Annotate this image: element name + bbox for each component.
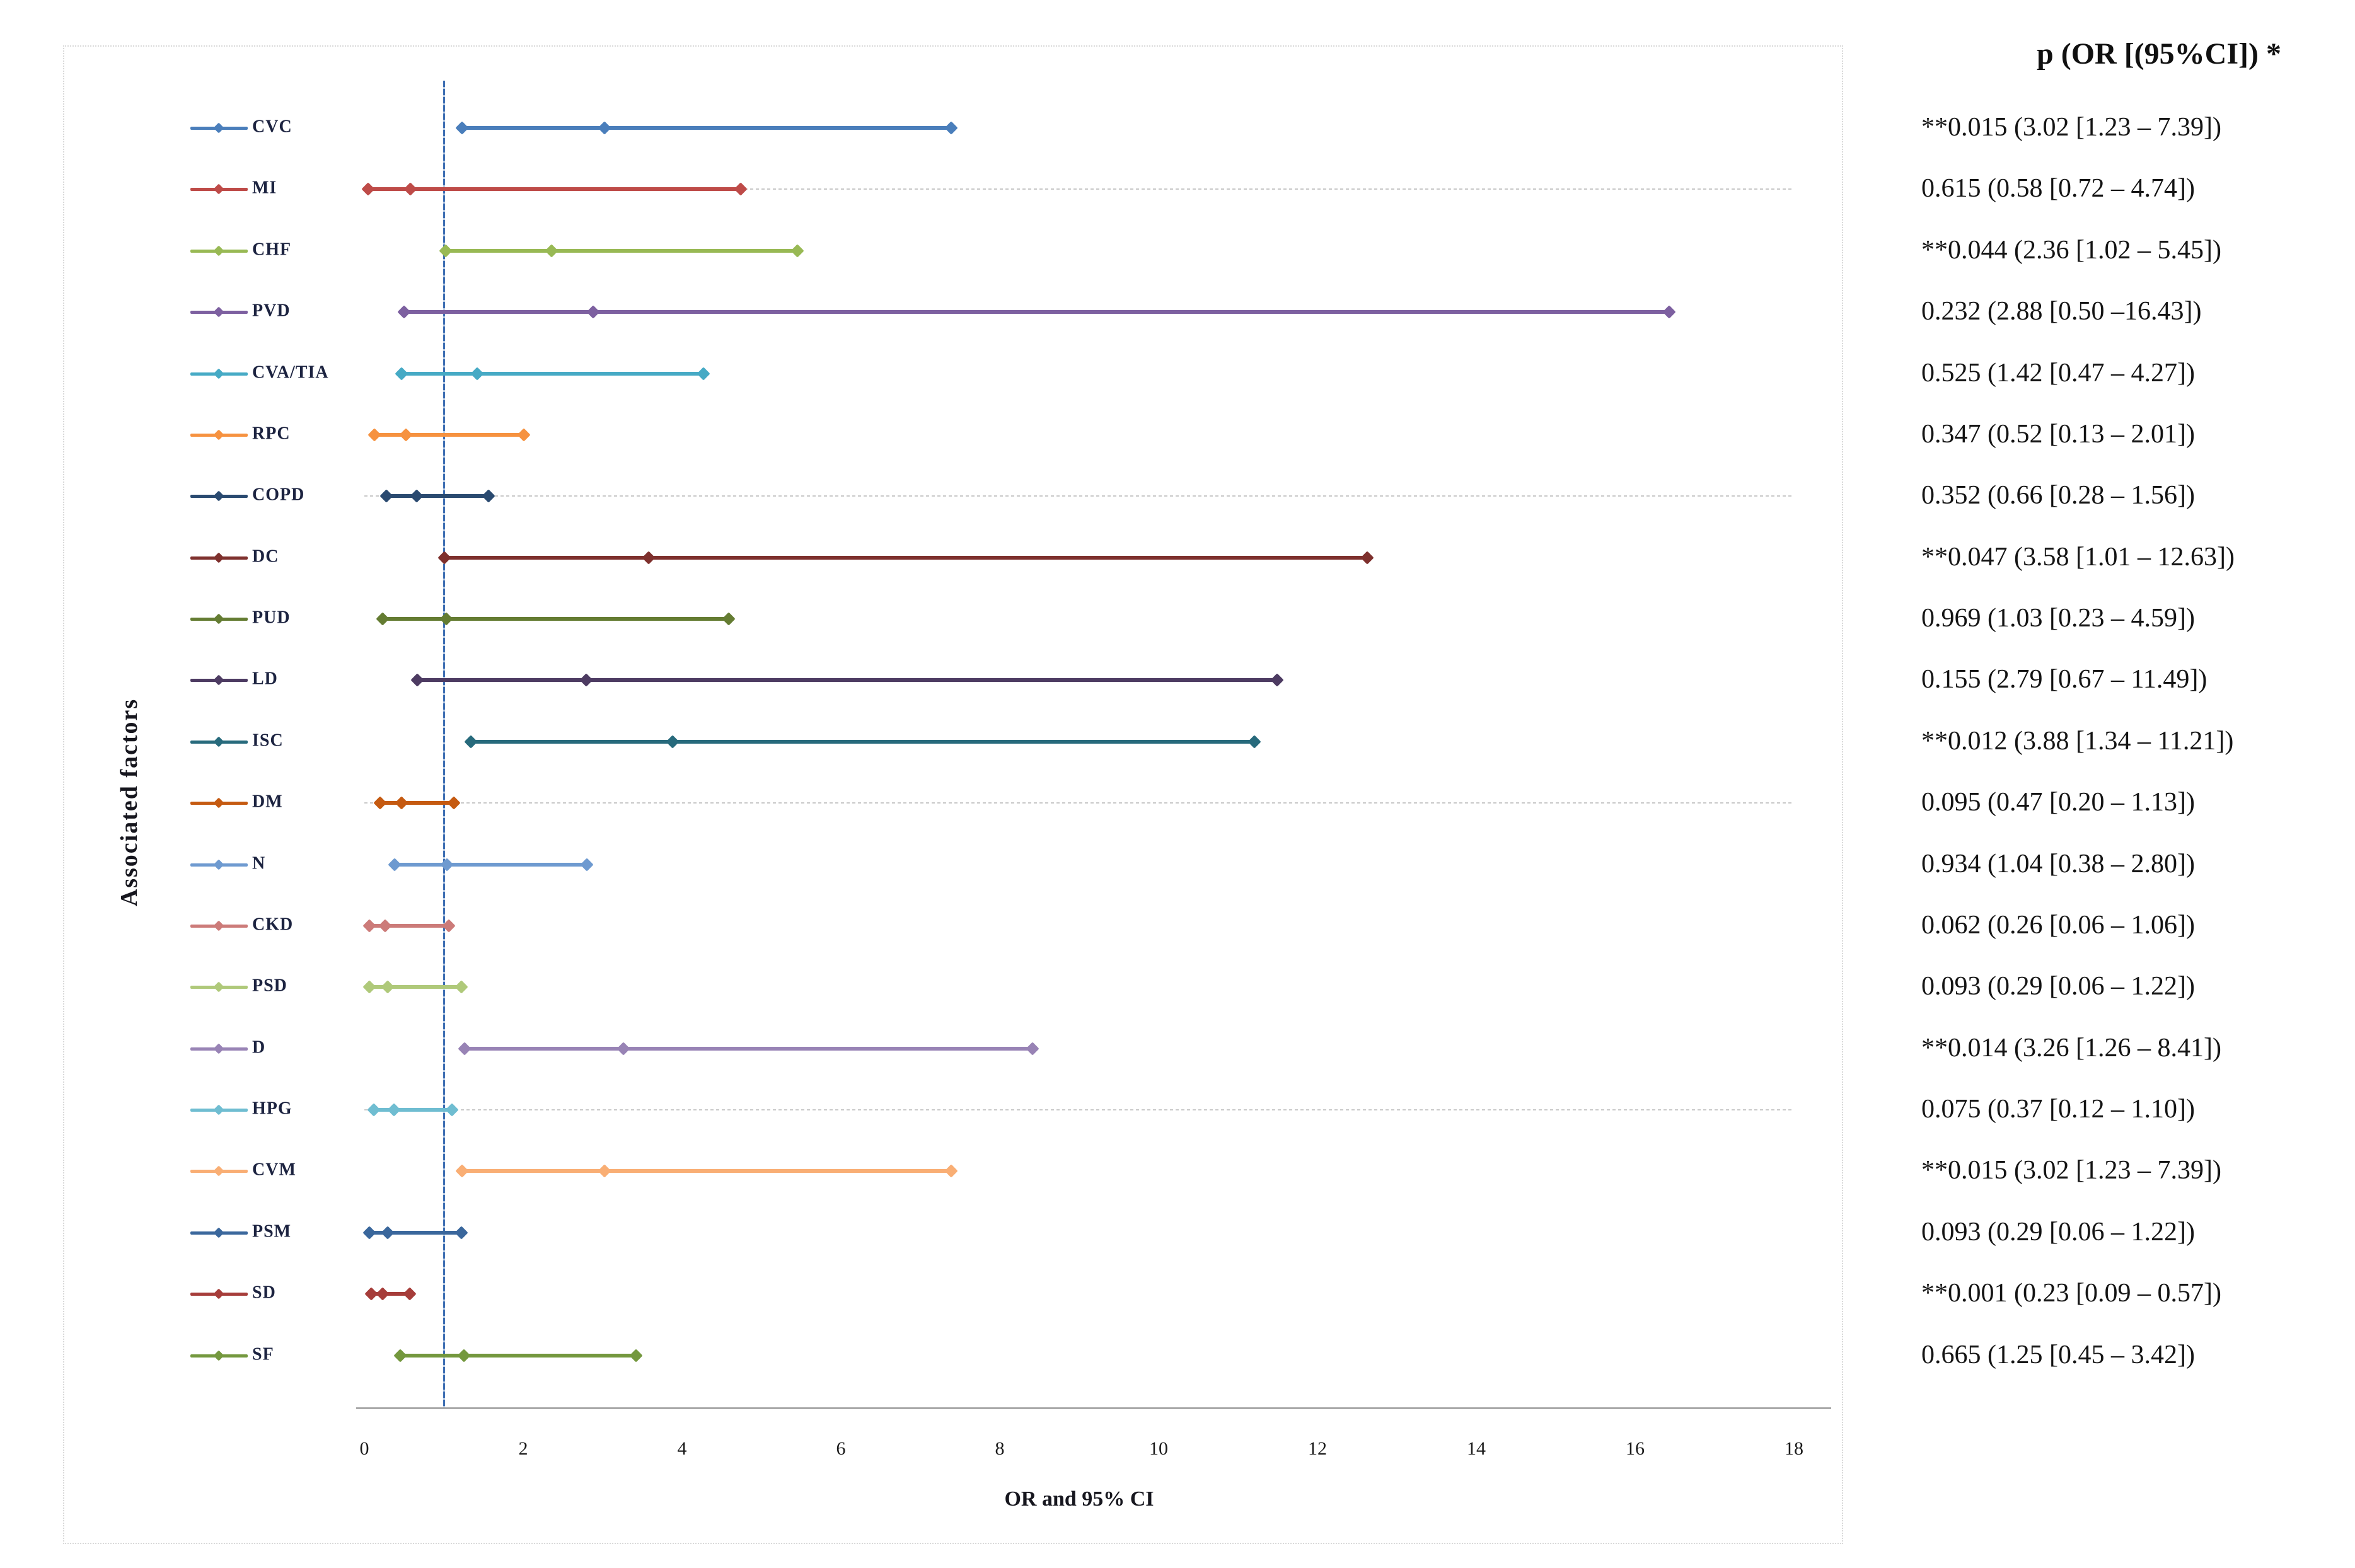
x-tick-label: 10	[1149, 1438, 1168, 1459]
ci-line	[400, 1354, 636, 1358]
category-label: HPG	[252, 1098, 292, 1119]
right-column-header: p (OR [(95%CI]) *	[2037, 37, 2281, 71]
p-or-ci-text: **0.001 (0.23 [0.09 – 0.57])	[1921, 1279, 2221, 1308]
ci-line	[368, 187, 741, 191]
category-label: PUD	[252, 608, 291, 628]
category-label: CVM	[252, 1160, 296, 1180]
p-or-ci-text: 0.232 (2.88 [0.50 –16.43])	[1921, 297, 2202, 326]
reference-line	[443, 81, 445, 1409]
p-or-ci-text: 0.934 (1.04 [0.38 – 2.80])	[1921, 850, 2195, 879]
x-tick-label: 6	[836, 1438, 846, 1459]
ci-line	[374, 1108, 452, 1112]
gridline	[364, 495, 1794, 497]
gridline	[364, 188, 1794, 190]
x-tick-label: 4	[677, 1438, 687, 1459]
p-or-ci-text: 0.665 (1.25 [0.45 – 3.42])	[1921, 1340, 2195, 1370]
p-or-ci-text: 0.095 (0.47 [0.20 – 1.13])	[1921, 788, 2195, 817]
p-or-ci-text: 0.093 (0.29 [0.06 – 1.22])	[1921, 1218, 2195, 1247]
p-or-ci-text: 0.062 (0.26 [0.06 – 1.06])	[1921, 911, 2195, 940]
x-tick-label: 16	[1626, 1438, 1645, 1459]
ci-line	[417, 678, 1277, 682]
ci-line	[369, 924, 449, 928]
ci-line	[382, 617, 729, 621]
category-label: PVD	[252, 301, 291, 321]
ci-line	[374, 433, 524, 437]
p-or-ci-text: **0.015 (3.02 [1.23 – 7.39])	[1921, 113, 2221, 142]
category-label: DC	[252, 546, 279, 567]
gridline	[364, 802, 1794, 804]
p-or-ci-text: **0.015 (3.02 [1.23 – 7.39])	[1921, 1156, 2221, 1185]
ci-line	[470, 740, 1255, 744]
ci-line	[369, 985, 461, 989]
x-tick-label: 14	[1467, 1438, 1486, 1459]
p-or-ci-text: 0.969 (1.03 [0.23 – 4.59])	[1921, 604, 2195, 633]
category-label: DM	[252, 792, 283, 812]
ci-line	[464, 1047, 1033, 1051]
p-or-ci-text: **0.047 (3.58 [1.01 – 12.63])	[1921, 543, 2235, 572]
x-axis-line	[356, 1407, 1831, 1409]
x-tick-label: 0	[359, 1438, 369, 1459]
p-or-ci-text: 0.352 (0.66 [0.28 – 1.56])	[1921, 481, 2195, 510]
p-or-ci-text: **0.014 (3.26 [1.26 – 8.41])	[1921, 1034, 2221, 1063]
ci-line	[461, 126, 952, 130]
ci-line	[461, 1169, 952, 1173]
category-label: MI	[252, 178, 277, 198]
p-or-ci-text: 0.075 (0.37 [0.12 – 1.10])	[1921, 1095, 2195, 1124]
category-label: CVC	[252, 117, 292, 137]
category-label: COPD	[252, 485, 305, 505]
ci-line	[444, 556, 1368, 560]
ci-line	[402, 372, 704, 376]
x-tick-label: 2	[518, 1438, 528, 1459]
ci-line	[445, 249, 797, 253]
category-label: PSD	[252, 976, 287, 996]
ci-line	[369, 1231, 461, 1235]
ci-line	[394, 863, 587, 867]
category-label: N	[252, 853, 266, 873]
figure-border	[63, 45, 1843, 1544]
category-label: ISC	[252, 730, 284, 751]
category-label: D	[252, 1037, 266, 1058]
category-label: SD	[252, 1283, 276, 1303]
p-or-ci-text: 0.615 (0.58 [0.72 – 4.74])	[1921, 174, 2195, 204]
x-axis-title: OR and 95% CI	[1004, 1487, 1154, 1511]
x-tick-label: 12	[1308, 1438, 1327, 1459]
ci-line	[380, 801, 454, 805]
category-label: CVA/TIA	[252, 362, 329, 383]
p-or-ci-text: 0.155 (2.79 [0.67 – 11.49])	[1921, 665, 2207, 695]
p-or-ci-text: 0.525 (1.42 [0.47 – 4.27])	[1921, 359, 2195, 388]
category-label: RPC	[252, 424, 291, 444]
gridline	[364, 1109, 1794, 1110]
category-label: SF	[252, 1344, 274, 1364]
ci-line	[371, 1292, 410, 1296]
p-or-ci-text: **0.012 (3.88 [1.34 – 11.21])	[1921, 727, 2234, 756]
category-label: LD	[252, 669, 278, 689]
x-tick-label: 18	[1785, 1438, 1803, 1459]
ci-line	[404, 310, 1670, 314]
p-or-ci-text: **0.044 (2.36 [1.02 – 5.45])	[1921, 236, 2221, 265]
category-label: CKD	[252, 914, 294, 935]
ci-line	[386, 494, 489, 498]
category-label: CHF	[252, 239, 292, 260]
p-or-ci-text: 0.093 (0.29 [0.06 – 1.22])	[1921, 972, 2195, 1001]
y-axis-title: Associated factors	[116, 698, 142, 907]
category-label: PSM	[252, 1221, 292, 1242]
x-tick-label: 8	[995, 1438, 1005, 1459]
p-or-ci-text: 0.347 (0.52 [0.13 – 2.01])	[1921, 420, 2195, 449]
